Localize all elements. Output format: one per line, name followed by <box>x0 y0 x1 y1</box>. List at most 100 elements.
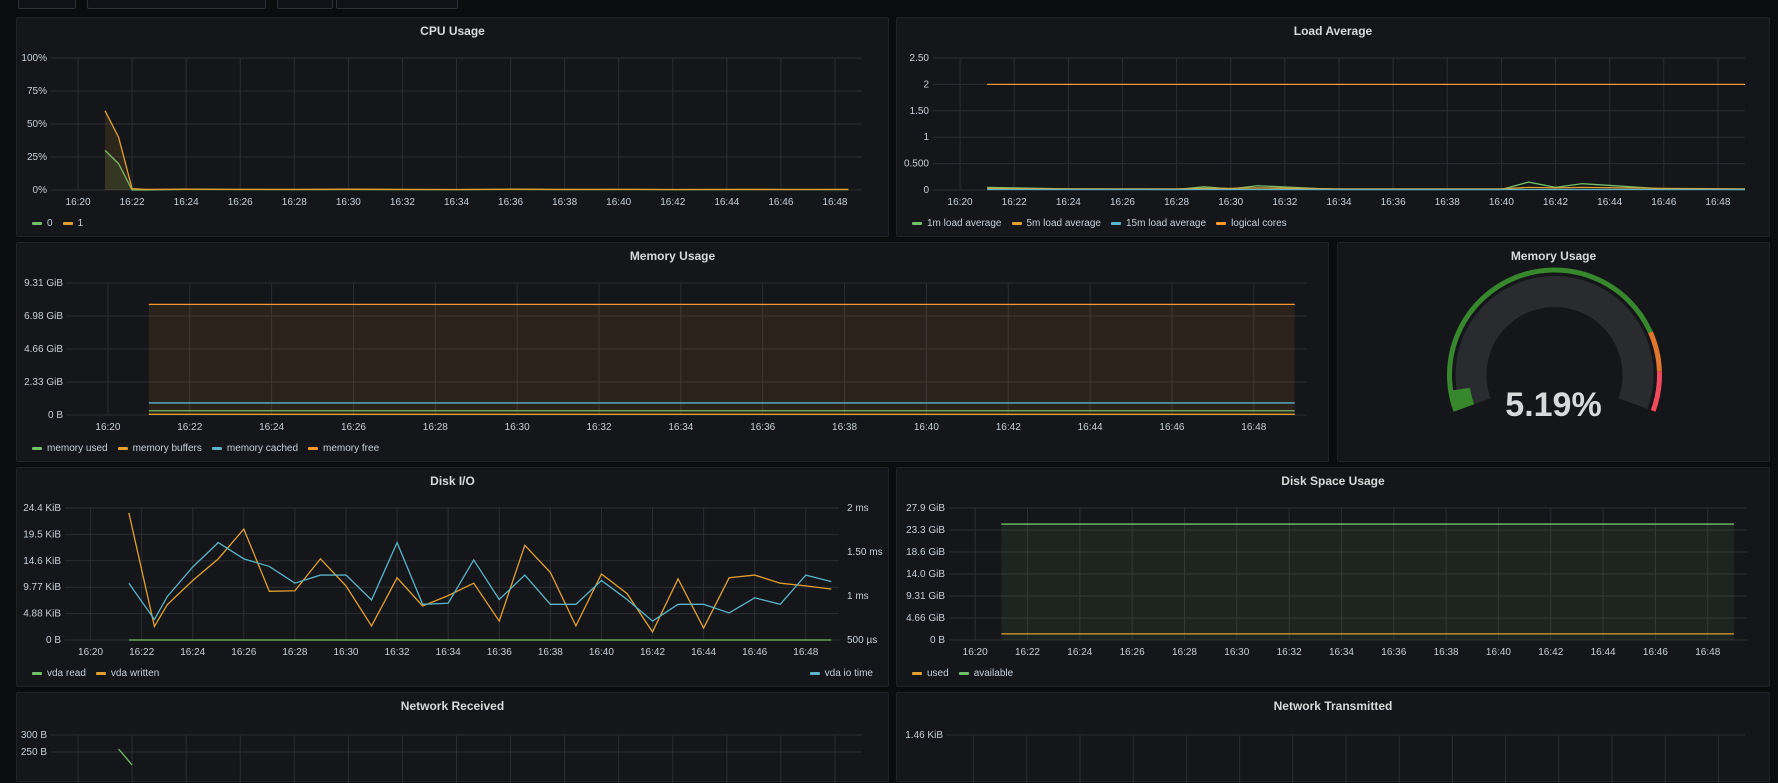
cpu-usage-chart: 100% 75% 50% 25% 0% 16:20 16:22 16:24 16:26 16:28… <box>21 53 862 208</box>
gauge-threshold-red <box>1650 371 1662 412</box>
legend-item[interactable]: vda io time <box>809 668 873 679</box>
disk-space-legend: used available <box>912 668 1013 679</box>
x-tick-label: 16:22 <box>120 197 145 208</box>
legend-swatch <box>62 222 73 225</box>
y-tick-label: 250 B <box>21 747 47 758</box>
legend-item[interactable]: 0 <box>32 218 53 229</box>
y-tick-label: 9.77 KiB <box>23 582 61 593</box>
x-tick-label: 16:24 <box>259 422 284 433</box>
x-tick-label: 16:34 <box>436 647 461 658</box>
load-average-chart: 2.50 2 1.50 1 0.500 0 16:20 16:22 16:24 16:26 16:2… <box>904 53 1746 208</box>
legend-item[interactable]: memory used <box>32 443 108 454</box>
y-tick-label: 0 <box>923 185 929 196</box>
panel-load-average[interactable]: Load Average 2.50 2 1.50 1 0.500 0 16:20 16:22 1… <box>896 17 1770 237</box>
legend-label: vda written <box>110 668 160 679</box>
y-tick-label: 2.50 <box>910 53 930 64</box>
legend-item[interactable]: memory buffers <box>117 443 202 454</box>
panel-network-transmitted[interactable]: Network Transmitted 1.46 KiB <box>896 692 1770 783</box>
legend-item[interactable]: memory cached <box>211 443 299 454</box>
legend-label: logical cores <box>1231 218 1287 229</box>
legend-item[interactable]: 1m load average <box>912 218 1002 229</box>
x-tick-label: 16:38 <box>538 647 563 658</box>
x-tick-label: 16:36 <box>1381 647 1406 658</box>
y-tick-label: 6.98 GiB <box>24 311 63 322</box>
panel-disk-space[interactable]: Disk Space Usage 27.9 GiB 23.3 GiB 18.6 Gi… <box>896 467 1770 687</box>
legend-item[interactable]: used <box>912 668 949 679</box>
legend-item[interactable]: logical cores <box>1216 218 1287 229</box>
x-tick-label: 16:32 <box>1272 197 1297 208</box>
variable-select-box-2[interactable] <box>336 0 458 9</box>
x-tick-label: 16:42 <box>996 422 1021 433</box>
legend-item[interactable]: 15m load average <box>1111 218 1206 229</box>
y-tick-label: 9.31 GiB <box>906 591 945 602</box>
network-received-chart: 300 B 250 B <box>21 730 862 783</box>
legend-item[interactable]: memory free <box>308 443 379 454</box>
legend-item[interactable]: vda written <box>95 668 160 679</box>
y-tick-label: 24.4 KiB <box>23 503 61 514</box>
y-tick-label: 27.9 GiB <box>906 503 945 514</box>
x-tick-label: 16:34 <box>668 422 693 433</box>
legend-item[interactable]: available <box>958 668 1013 679</box>
panel-memory-usage[interactable]: Memory Usage 9.31 GiB 6.98 GiB 4.66 GiB 2.3… <box>16 242 1329 462</box>
legend-label: 0 <box>47 218 53 229</box>
panel-disk-io[interactable]: Disk I/O 24.4 KiB 19.5 KiB 14.6 KiB 9.77 Ki… <box>16 467 889 687</box>
x-tick-label: 16:30 <box>333 647 358 658</box>
y-tick-label: 4.66 GiB <box>24 344 63 355</box>
x-tick-label: 16:46 <box>1159 422 1184 433</box>
y-tick-label: 25% <box>27 152 47 163</box>
x-tick-label: 16:44 <box>1591 647 1616 658</box>
gauge-value-arc <box>1450 387 1475 412</box>
vda-written-line <box>128 512 832 634</box>
panel-memory-gauge[interactable]: Memory Usage 5.19% <box>1337 242 1770 462</box>
y-tick-label: 2 <box>923 79 929 90</box>
panel-title: Network Received <box>400 699 505 713</box>
x-tick-label: 16:46 <box>1643 647 1668 658</box>
panel-network-received[interactable]: Network Received 300 B 250 B <box>16 692 889 783</box>
legend-swatch <box>117 447 128 450</box>
legend-item[interactable]: vda read <box>32 668 86 679</box>
x-tick-label: 16:48 <box>793 647 818 658</box>
y-tick-label: 1.46 KiB <box>905 730 943 741</box>
legend-swatch <box>95 672 106 675</box>
x-tick-label: 16:30 <box>505 422 530 433</box>
legend-label: memory cached <box>226 443 299 454</box>
variable-select-box[interactable] <box>87 0 266 9</box>
x-tick-label: 16:36 <box>1381 197 1406 208</box>
x-tick-label: 16:26 <box>1110 197 1135 208</box>
legend-item[interactable]: 1 <box>62 218 83 229</box>
y-tick-label: 2.33 GiB <box>24 377 63 388</box>
panel-title: Memory Usage <box>629 249 716 263</box>
x-tick-label: 16:20 <box>66 197 91 208</box>
x-tick-label: 16:46 <box>1651 197 1676 208</box>
y2-tick-label: 1 ms <box>847 591 869 602</box>
x-tick-label: 16:28 <box>423 422 448 433</box>
x-tick-label: 16:28 <box>282 197 307 208</box>
y-tick-label: 0.500 <box>904 159 929 170</box>
x-tick-label: 16:20 <box>948 197 973 208</box>
x-tick-label: 16:32 <box>385 647 410 658</box>
gauge-value: 5.19% <box>1505 386 1602 424</box>
cpu-0-line <box>104 149 849 191</box>
y-tick-label: 4.66 GiB <box>906 613 945 624</box>
x-tick-label: 16:24 <box>180 647 205 658</box>
x-tick-label: 16:42 <box>1543 197 1568 208</box>
x-tick-label: 16:30 <box>1224 647 1249 658</box>
x-tick-label: 16:32 <box>390 197 415 208</box>
x-tick-label: 16:36 <box>487 647 512 658</box>
gauge-track <box>1455 276 1654 409</box>
y-tick-label: 4.88 KiB <box>23 609 61 620</box>
x-tick-label: 16:48 <box>1705 197 1730 208</box>
variable-label-box-2[interactable] <box>277 0 333 9</box>
legend-swatch <box>912 222 922 225</box>
x-tick-label: 16:24 <box>1067 647 1092 658</box>
y2-tick-label: 2 ms <box>847 503 869 514</box>
memory-free-area <box>148 304 1295 415</box>
cpu-1-area <box>105 110 849 190</box>
x-tick-label: 16:42 <box>1538 647 1563 658</box>
y-tick-label: 75% <box>27 86 47 97</box>
panel-cpu-usage[interactable]: CPU Usage 100% 75% 50% 25% 0% 16:20 16:22 16:24… <box>16 17 889 237</box>
panel-title: Load Average <box>1293 24 1373 38</box>
legend-item[interactable]: 5m load average <box>1011 218 1101 229</box>
variable-label-box[interactable] <box>18 0 76 9</box>
gauge-threshold-green <box>1447 267 1653 412</box>
